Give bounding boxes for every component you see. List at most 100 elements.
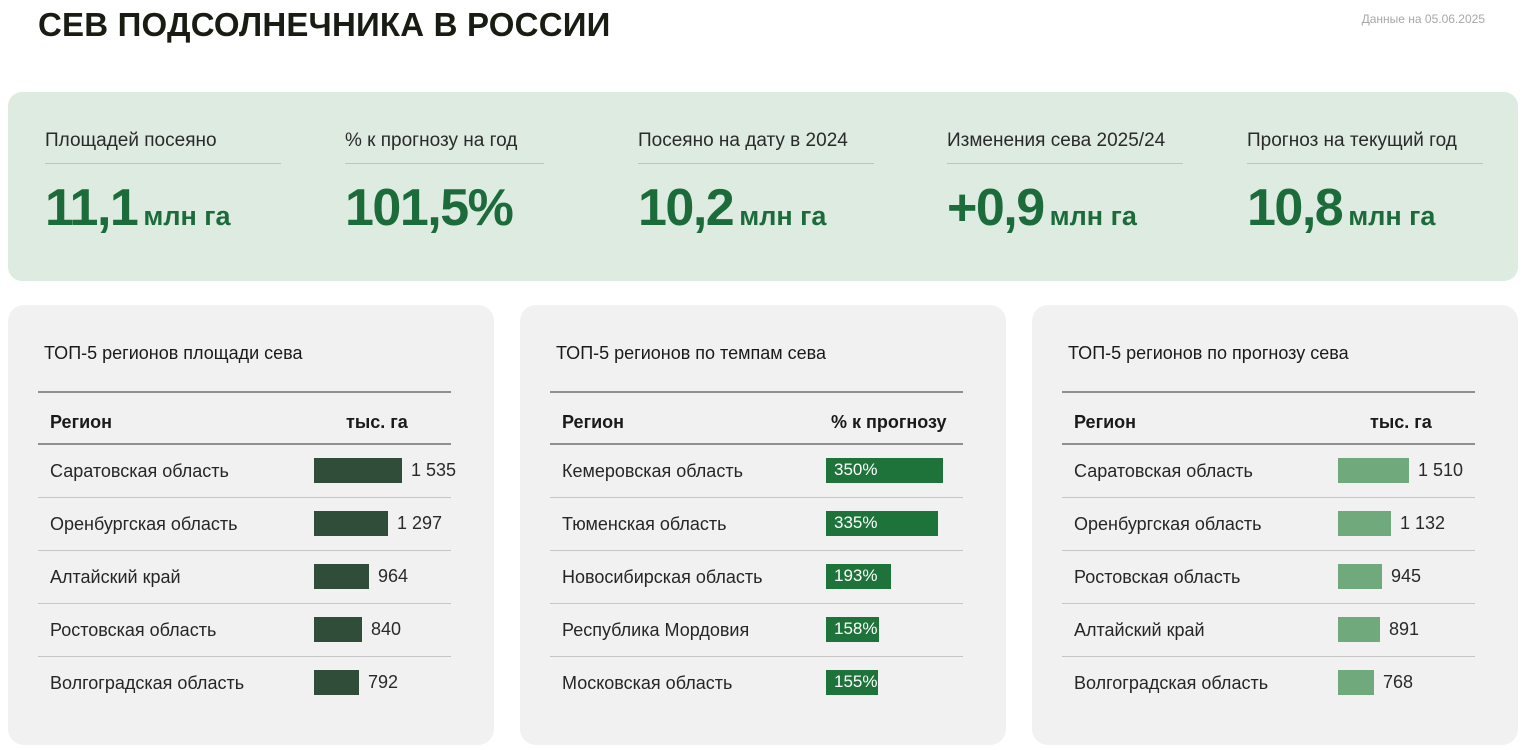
bar: 155%: [826, 670, 878, 695]
top5-pace-card: ТОП-5 регионов по темпам сева Регион % к…: [520, 305, 1006, 745]
kpi-unit: млн га: [739, 201, 827, 231]
bar-value-label: 945: [1391, 566, 1422, 586]
table-row: Саратовская область 1 535: [38, 445, 456, 498]
bar: [1338, 617, 1380, 642]
region-name: Кемеровская область: [562, 461, 743, 481]
top5-forecast-card: ТОП-5 регионов по прогнозу сева Регион т…: [1032, 305, 1518, 745]
region-name: Волгоградская область: [50, 673, 245, 693]
bar: 350%: [826, 458, 943, 483]
top5-area-card: ТОП-5 регионов площади сева Регион тыс. …: [8, 305, 494, 745]
region-name: Тюменская область: [562, 514, 727, 534]
region-name: Московская область: [562, 673, 733, 693]
region-name: Саратовская область: [50, 461, 229, 481]
bar: [1338, 511, 1391, 536]
bar: [314, 511, 388, 536]
region-name: Республика Мордовия: [562, 620, 750, 640]
table-row: Волгоградская область 768: [1062, 657, 1475, 710]
kpi-unit: млн га: [143, 201, 231, 231]
table-row: Алтайский край 891: [1062, 604, 1475, 657]
table-row: Оренбургская область 1 132: [1062, 498, 1475, 551]
table-top-rule: [1062, 391, 1475, 393]
kpi-divider: [345, 163, 544, 164]
column-header-value: % к прогнозу: [831, 412, 947, 432]
bar-value-label: 1 297: [397, 513, 443, 533]
row-divider: [550, 550, 963, 551]
table-row: Московская область 155%: [550, 657, 963, 710]
kpi-divider: [947, 163, 1183, 164]
page-title: СЕВ ПОДСОЛНЕЧНИКА В РОССИИ: [38, 6, 611, 43]
region-name: Волгоградская область: [1074, 673, 1269, 693]
table-row: Новосибирская область 193%: [550, 551, 963, 604]
region-name: Ростовская область: [50, 620, 217, 640]
region-name: Алтайский край: [1074, 620, 1205, 640]
region-name: Оренбургская область: [1074, 514, 1262, 534]
row-divider: [1062, 550, 1475, 551]
region-name: Ростовская область: [1074, 567, 1241, 587]
bar: [1338, 458, 1409, 483]
kpi-divider: [1247, 163, 1483, 164]
row-divider: [1062, 603, 1475, 604]
column-header-value: тыс. га: [346, 412, 408, 432]
kpi-panel: Площадей посеяно 11,1 млн га % к прогнозу…: [8, 92, 1518, 281]
row-divider: [550, 656, 963, 657]
column-header-value: тыс. га: [1370, 412, 1432, 432]
bar-value-label: 891: [1389, 619, 1420, 639]
table-row: Республика Мордовия 158%: [550, 604, 963, 657]
bar: [1338, 670, 1374, 695]
bar-value-label: 792: [368, 672, 399, 692]
card-title: ТОП-5 регионов по темпам сева: [556, 343, 826, 363]
row-divider: [38, 550, 451, 551]
kpi-value: 101,5%: [345, 178, 518, 238]
row-divider: [38, 497, 451, 498]
table-header-rule: [38, 443, 451, 445]
region-name: Оренбургская область: [50, 514, 238, 534]
card-title: ТОП-5 регионов по прогнозу сева: [1068, 343, 1349, 363]
kpi-label: Изменения сева 2025/24: [947, 130, 1166, 151]
card-title: ТОП-5 регионов площади сева: [44, 343, 303, 363]
table-row: Алтайский край 964: [38, 551, 451, 604]
table-header-rule: [1062, 443, 1475, 445]
column-header-region: Регион: [50, 412, 112, 432]
kpi-divider: [45, 163, 281, 164]
table-top-rule: [38, 391, 451, 393]
kpi-label: Прогноз на текущий год: [1247, 130, 1457, 151]
row-divider: [38, 656, 451, 657]
bar-value-label: 964: [378, 566, 409, 586]
row-divider: [1062, 656, 1475, 657]
bar-value-label: 1 132: [1400, 513, 1446, 533]
bar-value-label: 335%: [834, 513, 878, 532]
region-name: Алтайский край: [50, 567, 181, 587]
kpi-number: 11,1: [45, 179, 139, 237]
bar-value-label: 193%: [834, 566, 878, 585]
column-header-region: Регион: [1074, 412, 1136, 432]
bar-value-label: 768: [1383, 672, 1414, 692]
table-top-rule: [550, 391, 963, 393]
row-divider: [550, 603, 963, 604]
bar: 158%: [826, 617, 879, 642]
bar-value-label: 840: [371, 619, 402, 639]
region-name: Саратовская область: [1074, 461, 1253, 481]
table-header-rule: [550, 443, 963, 445]
region-name: Новосибирская область: [562, 567, 763, 587]
kpi-label: Площадей посеяно: [45, 130, 217, 151]
bar: 193%: [826, 564, 891, 589]
bar: [314, 458, 402, 483]
bar-value-label: 155%: [834, 672, 878, 691]
kpi-unit: млн га: [1049, 201, 1137, 231]
table-row: Ростовская область 840: [38, 604, 451, 657]
table-row: Оренбургская область 1 297: [38, 498, 451, 551]
table-row: Ростовская область 945: [1062, 551, 1475, 604]
bar: [314, 670, 359, 695]
table-row: Кемеровская область 350%: [550, 445, 963, 498]
bar: [314, 564, 369, 589]
table-row: Саратовская область 1 510: [1062, 445, 1475, 498]
data-date-note: Данные на 05.06.2025: [1361, 12, 1485, 26]
kpi-value: +0,9 млн га: [947, 178, 1137, 238]
row-divider: [1062, 497, 1475, 498]
kpi-number: 101,5%: [345, 179, 514, 237]
bar-value-label: 1 535: [411, 460, 457, 480]
column-header-region: Регион: [562, 412, 624, 432]
kpi-divider: [638, 163, 874, 164]
kpi-label: % к прогнозу на год: [345, 130, 518, 151]
kpi-value: 10,8 млн га: [1247, 178, 1435, 238]
